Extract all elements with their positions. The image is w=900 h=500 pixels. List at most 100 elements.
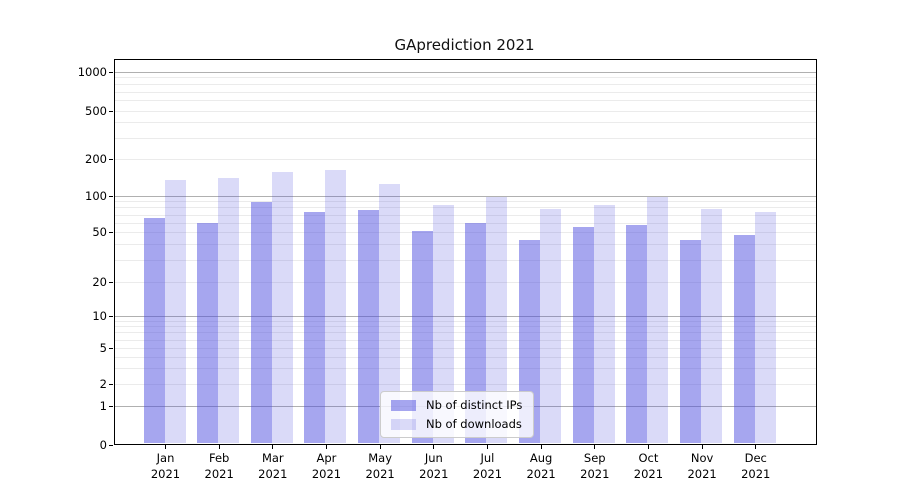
bar-distinct-ips-jul bbox=[465, 222, 487, 444]
y-gridline-200 bbox=[114, 159, 816, 160]
bar-distinct-ips-feb bbox=[197, 222, 219, 444]
bar-distinct-ips-jan bbox=[143, 218, 165, 444]
y-gridline-900 bbox=[114, 77, 816, 79]
y-tick-label-50: 50 bbox=[92, 225, 107, 240]
y-tick-mark-1 bbox=[109, 406, 113, 407]
y-tick-label-2: 2 bbox=[99, 377, 107, 392]
x-tick-label-may: May 2021 bbox=[352, 451, 408, 482]
x-tick-year: 2021 bbox=[204, 466, 234, 481]
y-tick-label-10: 10 bbox=[92, 308, 107, 323]
x-tick-mark-nov bbox=[701, 444, 703, 449]
y-gridline-40 bbox=[114, 244, 816, 246]
legend: Nb of distinct IPs Nb of downloads bbox=[380, 391, 535, 438]
legend-row-downloads: Nb of downloads bbox=[391, 417, 522, 431]
y-gridline-70 bbox=[114, 214, 816, 216]
x-tick-month: Aug bbox=[529, 451, 553, 465]
y-tick-mark-2 bbox=[109, 384, 113, 386]
bar-downloads-jun bbox=[432, 204, 454, 444]
x-tick-year: 2021 bbox=[150, 466, 181, 481]
x-tick-mark-oct bbox=[647, 444, 649, 449]
y-tick-label-0: 0 bbox=[99, 437, 107, 452]
y-gridline-3 bbox=[114, 368, 816, 370]
x-tick-label-feb: Feb 2021 bbox=[191, 451, 247, 482]
plot-area bbox=[113, 59, 817, 445]
bar-downloads-sep bbox=[593, 204, 615, 444]
y-tick-mark-200 bbox=[109, 159, 113, 160]
x-tick-mark-apr bbox=[325, 444, 327, 449]
bar-downloads-apr bbox=[325, 169, 347, 444]
bar-distinct-ips-mar bbox=[250, 202, 272, 444]
legend-label-downloads: Nb of downloads bbox=[426, 417, 522, 431]
bar-downloads-mar bbox=[271, 171, 293, 444]
y-tick-mark-500 bbox=[109, 110, 113, 112]
bar-distinct-ips-may bbox=[358, 210, 380, 444]
y-gridline-50 bbox=[114, 232, 816, 234]
x-tick-month: Feb bbox=[208, 451, 230, 465]
y-gridline-5 bbox=[114, 348, 816, 350]
y-gridline-10 bbox=[114, 315, 816, 317]
x-tick-year: 2021 bbox=[472, 466, 503, 481]
x-tick-label-mar: Mar 2021 bbox=[245, 451, 301, 482]
x-tick-month: Apr bbox=[316, 451, 337, 465]
y-gridline-6 bbox=[114, 339, 816, 341]
bar-distinct-ips-nov bbox=[680, 240, 702, 444]
bar-downloads-oct bbox=[647, 196, 669, 444]
x-tick-month: Jan bbox=[156, 451, 175, 465]
x-tick-year: 2021 bbox=[633, 466, 664, 481]
x-tick-mark-jan bbox=[165, 444, 166, 449]
x-tick-year: 2021 bbox=[526, 466, 556, 481]
x-tick-label-jul: Jul 2021 bbox=[459, 451, 515, 482]
x-tick-month: Jul bbox=[480, 451, 495, 465]
y-gridline-600 bbox=[114, 100, 816, 102]
y-tick-label-1000: 1000 bbox=[77, 64, 107, 79]
x-tick-mark-may bbox=[379, 444, 381, 449]
bar-downloads-may bbox=[379, 183, 401, 444]
bar-downloads-dec bbox=[754, 211, 776, 444]
x-tick-label-jun: Jun 2021 bbox=[406, 451, 462, 482]
y-tick-mark-0 bbox=[109, 444, 113, 446]
y-gridline-800 bbox=[114, 84, 816, 86]
x-tick-month: Sep bbox=[583, 451, 606, 465]
y-tick-label-200: 200 bbox=[85, 152, 107, 166]
y-tick-mark-1000 bbox=[109, 71, 113, 73]
bar-downloads-aug bbox=[540, 208, 562, 444]
x-tick-mark-jun bbox=[433, 444, 435, 449]
bar-distinct-ips-oct bbox=[626, 225, 648, 444]
y-gridline-8 bbox=[114, 326, 816, 328]
bar-downloads-nov bbox=[701, 208, 723, 444]
x-tick-year: 2021 bbox=[580, 466, 610, 481]
y-gridline-30 bbox=[114, 259, 816, 261]
x-tick-month: Nov bbox=[690, 451, 714, 465]
bar-downloads-feb bbox=[218, 177, 240, 444]
x-tick-mark-sep bbox=[594, 444, 596, 449]
y-gridline-9 bbox=[114, 320, 816, 322]
x-tick-year: 2021 bbox=[419, 466, 449, 481]
x-tick-year: 2021 bbox=[311, 466, 342, 481]
x-tick-month: Dec bbox=[744, 451, 767, 465]
bar-distinct-ips-sep bbox=[572, 227, 594, 444]
y-tick-label-500: 500 bbox=[85, 103, 107, 118]
y-gridline-4 bbox=[114, 357, 816, 359]
y-gridline-100 bbox=[114, 195, 816, 197]
legend-swatch-distinct-ips bbox=[391, 399, 416, 411]
x-tick-year: 2021 bbox=[741, 466, 771, 481]
x-tick-label-oct: Oct 2021 bbox=[620, 451, 676, 482]
x-tick-year: 2021 bbox=[687, 466, 717, 481]
x-tick-label-aug: Aug 2021 bbox=[513, 451, 569, 482]
y-gridline-7 bbox=[114, 332, 816, 334]
y-tick-label-20: 20 bbox=[92, 274, 107, 289]
x-tick-label-dec: Dec 2021 bbox=[728, 451, 784, 482]
x-tick-year: 2021 bbox=[365, 466, 395, 481]
x-tick-year: 2021 bbox=[258, 466, 288, 481]
bar-downloads-jan bbox=[164, 180, 186, 444]
x-tick-month: Jun bbox=[424, 451, 443, 465]
bar-distinct-ips-jun bbox=[411, 231, 433, 444]
y-tick-label-1: 1 bbox=[99, 399, 107, 413]
y-tick-label-5: 5 bbox=[99, 341, 107, 356]
x-tick-month: May bbox=[368, 451, 393, 465]
y-tick-mark-10 bbox=[109, 315, 113, 317]
bar-downloads-jul bbox=[486, 196, 508, 444]
y-tick-mark-5 bbox=[109, 348, 113, 350]
legend-row-distinct-ips: Nb of distinct IPs bbox=[391, 398, 522, 412]
y-gridline-500 bbox=[114, 110, 816, 112]
